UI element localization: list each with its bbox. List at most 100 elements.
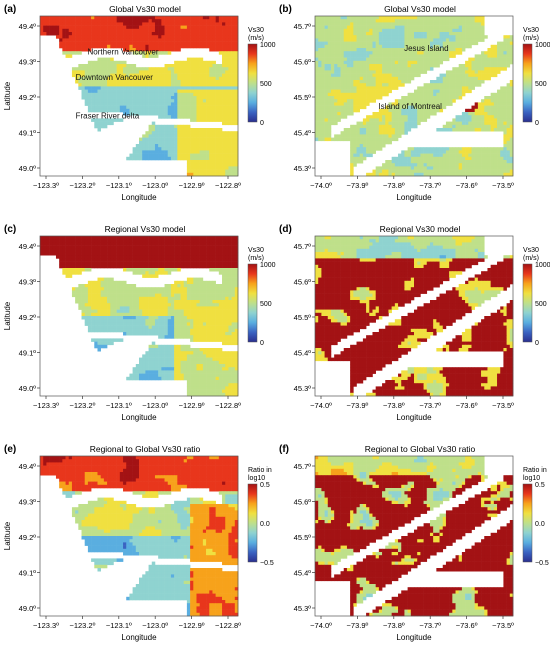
- y-tick-label: 49.0º: [19, 604, 37, 613]
- y-tick-label: 45.6º: [294, 278, 312, 287]
- x-tick-label: −73.8º: [383, 401, 405, 410]
- x-tick-label: −73.7º: [419, 401, 441, 410]
- colorbar-title: log10: [248, 475, 265, 482]
- map-annotation: Northern Vancouver: [88, 47, 159, 56]
- x-axis-label: Longitude: [121, 193, 157, 202]
- x-tick-label: −73.6º: [456, 181, 478, 190]
- x-tick-label: −73.8º: [383, 621, 405, 630]
- map-panel-a: (a) Global Vs30 model −123.3º−123.2º−123…: [0, 0, 275, 218]
- y-tick-label: 45.5º: [294, 93, 312, 102]
- colorbar-tick-label: 500: [260, 301, 272, 308]
- x-tick-label: −123.0º: [142, 621, 168, 630]
- x-tick-label: −122.9º: [179, 621, 205, 630]
- y-tick-label: 49.2º: [19, 313, 37, 322]
- colorbar-tick-label: −0.5: [535, 560, 549, 567]
- colorbar-gradient: [523, 44, 532, 122]
- colorbar-title: (m/s): [248, 255, 264, 262]
- y-tick-label: 49.4º: [19, 242, 37, 251]
- map-panel-svg: (e) Regional to Global Vs30 ratio −123.3…: [0, 440, 275, 658]
- x-axis-label: Longitude: [396, 633, 432, 642]
- x-tick-label: −73.6º: [456, 401, 478, 410]
- x-tick-label: −73.5º: [492, 181, 514, 190]
- colorbar-tick-label: −0.5: [260, 560, 274, 567]
- panel-label: (d): [279, 224, 292, 235]
- x-tick-label: −73.5º: [492, 621, 514, 630]
- x-tick-label: −73.7º: [419, 621, 441, 630]
- y-tick-label: 49.1º: [19, 569, 37, 578]
- map-panel-d: (d) Regional Vs30 model −74.0º−73.9º−73.…: [275, 220, 550, 438]
- y-tick-label: 49.1º: [19, 349, 37, 358]
- colorbar-title: (m/s): [523, 255, 539, 262]
- colorbar-gradient: [523, 484, 532, 562]
- x-tick-label: −122.8º: [215, 181, 241, 190]
- y-tick-label: 45.6º: [294, 498, 312, 507]
- y-tick-label: 49.4º: [19, 462, 37, 471]
- colorbar-tick-label: 0.0: [260, 521, 270, 528]
- x-tick-label: −123.2º: [69, 401, 95, 410]
- panel-label: (e): [4, 444, 16, 455]
- x-tick-label: −73.9º: [347, 401, 369, 410]
- panel-title: Regional Vs30 model: [105, 224, 186, 234]
- y-tick-label: 45.5º: [294, 313, 312, 322]
- map-annotation: Fraser River delta: [76, 111, 140, 120]
- x-tick-label: −123.0º: [142, 181, 168, 190]
- colorbar-tick-label: 500: [260, 81, 272, 88]
- map-annotation: Downtown Vancouver: [76, 73, 154, 82]
- x-tick-label: −122.8º: [215, 401, 241, 410]
- colorbar-tick-label: 0.5: [260, 482, 270, 489]
- y-tick-label: 49.1º: [19, 129, 37, 138]
- x-tick-label: −73.9º: [347, 621, 369, 630]
- x-tick-label: −123.3º: [33, 401, 59, 410]
- x-axis-label: Longitude: [121, 633, 157, 642]
- colorbar-gradient: [248, 484, 257, 562]
- colorbar-tick-label: 0: [535, 120, 539, 127]
- panel-title: Global Vs30 model: [109, 4, 181, 14]
- x-axis-label: Longitude: [396, 413, 432, 422]
- colorbar-title: (m/s): [523, 35, 539, 42]
- y-axis-label: Latitude: [3, 521, 12, 550]
- x-tick-label: −123.3º: [33, 621, 59, 630]
- colorbar-tick-label: 1000: [260, 262, 276, 269]
- colorbar-tick-label: 0: [260, 340, 264, 347]
- panel-title: Regional to Global Vs30 ratio: [365, 444, 476, 454]
- y-tick-label: 45.5º: [294, 533, 312, 542]
- x-tick-label: −122.9º: [179, 401, 205, 410]
- x-tick-label: −73.8º: [383, 181, 405, 190]
- map-area: [40, 236, 238, 396]
- map-area: [40, 16, 238, 176]
- y-tick-label: 49.4º: [19, 22, 37, 31]
- map-area: [315, 16, 513, 176]
- y-tick-label: 45.6º: [294, 58, 312, 67]
- map-panel-svg: (d) Regional Vs30 model −74.0º−73.9º−73.…: [275, 220, 550, 438]
- x-tick-label: −74.0º: [310, 401, 332, 410]
- y-tick-label: 49.0º: [19, 164, 37, 173]
- map-area: [40, 456, 238, 616]
- y-tick-label: 49.3º: [19, 498, 37, 507]
- panel-title: Regional to Global Vs30 ratio: [90, 444, 201, 454]
- y-tick-label: 49.2º: [19, 93, 37, 102]
- x-tick-label: −74.0º: [310, 621, 332, 630]
- y-tick-label: 45.7º: [294, 242, 312, 251]
- map-panel-e: (e) Regional to Global Vs30 ratio −123.3…: [0, 440, 275, 658]
- map-area: [315, 456, 513, 616]
- x-tick-label: −122.8º: [215, 621, 241, 630]
- x-tick-label: −73.9º: [347, 181, 369, 190]
- y-tick-label: 45.3º: [294, 604, 312, 613]
- colorbar-title: (m/s): [248, 35, 264, 42]
- x-tick-label: −73.7º: [419, 181, 441, 190]
- y-tick-label: 45.4º: [294, 569, 312, 578]
- x-tick-label: −73.5º: [492, 401, 514, 410]
- x-tick-label: −123.2º: [69, 181, 95, 190]
- map-area: [315, 236, 513, 396]
- map-panel-svg: (a) Global Vs30 model −123.3º−123.2º−123…: [0, 0, 275, 218]
- colorbar-gradient: [523, 264, 532, 342]
- x-tick-label: −73.6º: [456, 621, 478, 630]
- colorbar-tick-label: 1000: [535, 42, 550, 49]
- x-axis-label: Longitude: [121, 413, 157, 422]
- x-tick-label: −74.0º: [310, 181, 332, 190]
